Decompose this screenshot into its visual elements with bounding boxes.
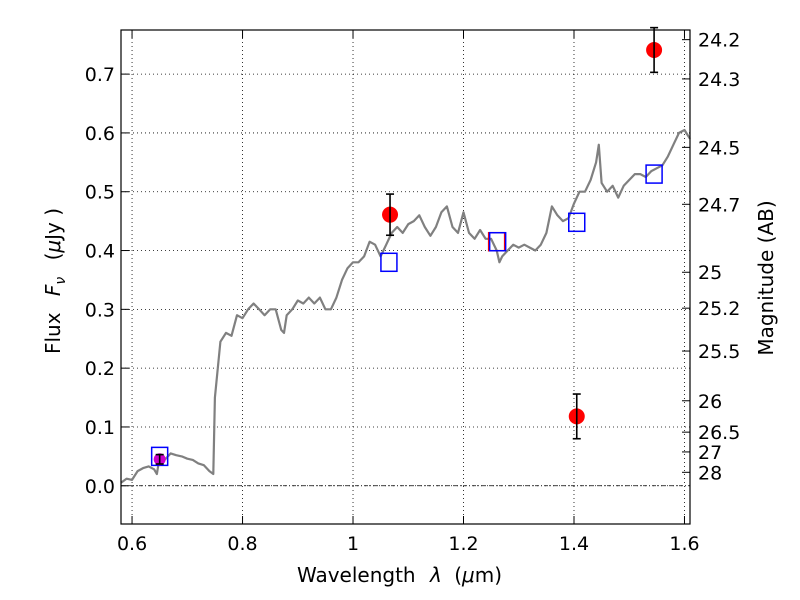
right-tick-label: 25 xyxy=(698,262,722,284)
y-tick-label: 0.3 xyxy=(85,299,115,321)
right-tick-label: 28 xyxy=(698,462,722,484)
x-tick-label: 1.4 xyxy=(559,533,589,555)
x-tick-label: 1 xyxy=(347,533,359,555)
template-spectrum-line xyxy=(120,128,691,484)
y-tick-label: 0.6 xyxy=(85,123,115,145)
grid xyxy=(121,30,690,524)
y-tick-label: 0.4 xyxy=(85,241,115,263)
y-tick-label: 0.1 xyxy=(85,417,115,439)
x-tick-label: 0.8 xyxy=(227,533,257,555)
x-axis-label: Wavelength λ (μm) xyxy=(297,563,502,587)
plot-area xyxy=(120,26,691,484)
x-tick-label: 1.2 xyxy=(448,533,478,555)
model-flux-point xyxy=(645,164,663,184)
y-tick-label: 0.7 xyxy=(85,64,115,86)
model-flux-point xyxy=(568,212,586,233)
right-tick-label: 24.7 xyxy=(698,194,740,216)
model-flux-point xyxy=(150,446,169,467)
y-tick-label: 0.2 xyxy=(85,358,115,380)
axis-ticks: 0.6 0.8 1 1.2 1.4 1.6 0.0 0.1 0.2 0.3 0.4 0.5 0.6 0.7… xyxy=(85,30,741,555)
right-tick-label: 26.5 xyxy=(698,422,740,444)
right-tick-label: 24.5 xyxy=(698,137,740,159)
model-flux-point-outline xyxy=(488,231,507,252)
right-tick-label: 27 xyxy=(698,442,722,464)
plot-frame xyxy=(120,29,691,525)
right-tick-label: 24.2 xyxy=(698,30,740,52)
right-tick-label: 25.2 xyxy=(698,298,740,320)
x-tick-label: 0.6 xyxy=(117,533,147,555)
x-tick-label: 1.6 xyxy=(669,533,699,555)
right-tick-label: 25.5 xyxy=(698,341,740,363)
y-tick-label: 0.5 xyxy=(85,182,115,204)
model-flux-point xyxy=(380,252,398,273)
y-axis-label: Flux Fν (μJy ) xyxy=(41,208,70,354)
y-tick-label: 0.0 xyxy=(85,476,115,498)
right-tick-label: 26 xyxy=(698,391,722,413)
right-tick-label: 24.3 xyxy=(698,69,740,91)
right-axis-label: Magnitude (AB) xyxy=(754,200,778,355)
